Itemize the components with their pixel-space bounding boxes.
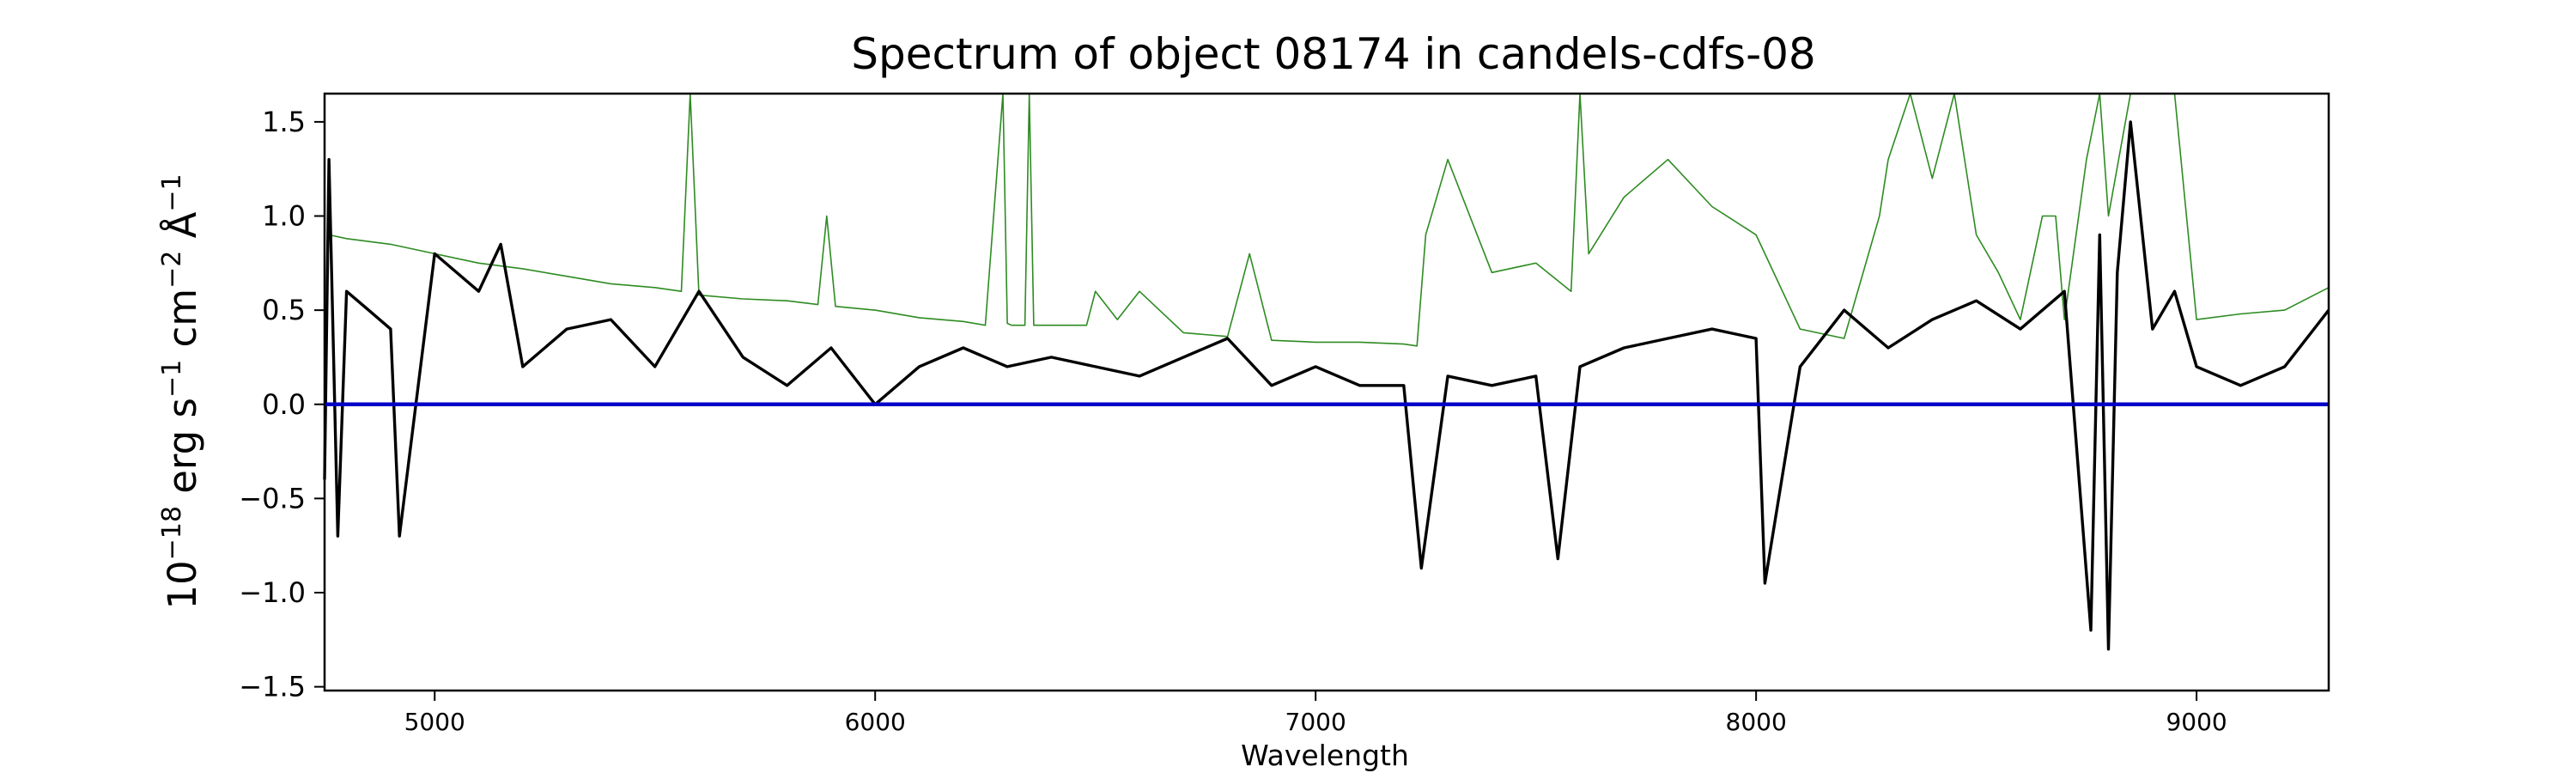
y-axis-label: 10−18 erg s−1 cm−2 Å−1 bbox=[157, 173, 205, 609]
x-tick-label: 6000 bbox=[845, 708, 906, 736]
x-tick-label: 9000 bbox=[2166, 708, 2227, 736]
x-tick-label: 7000 bbox=[1285, 708, 1346, 736]
series-layer bbox=[323, 93, 2330, 651]
y-tick-label: 1.5 bbox=[262, 106, 306, 138]
chart-title: Spectrum of object 08174 in candels-cdfs… bbox=[851, 29, 1816, 79]
ticks-layer: 5000 6000 7000 8000 9000 −1.5 −1.0 −0.5 0.0 0.5 1.… bbox=[239, 106, 2227, 736]
series-line-2 bbox=[323, 120, 2330, 651]
y-tick-label: −1.0 bbox=[239, 576, 306, 609]
x-tick-label: 8000 bbox=[1726, 708, 1787, 736]
y-tick-label: 1.0 bbox=[262, 200, 306, 233]
series-line-1 bbox=[328, 93, 2330, 347]
y-tick-label: 0.5 bbox=[262, 294, 306, 326]
y-tick-label: −0.5 bbox=[239, 482, 306, 514]
y-tick-label: 0.0 bbox=[262, 388, 306, 421]
y-tick-label: −1.5 bbox=[239, 671, 306, 703]
x-axis-label: Wavelength bbox=[1241, 739, 1409, 772]
x-tick-label: 5000 bbox=[404, 708, 465, 736]
plot-frame bbox=[323, 92, 2330, 692]
